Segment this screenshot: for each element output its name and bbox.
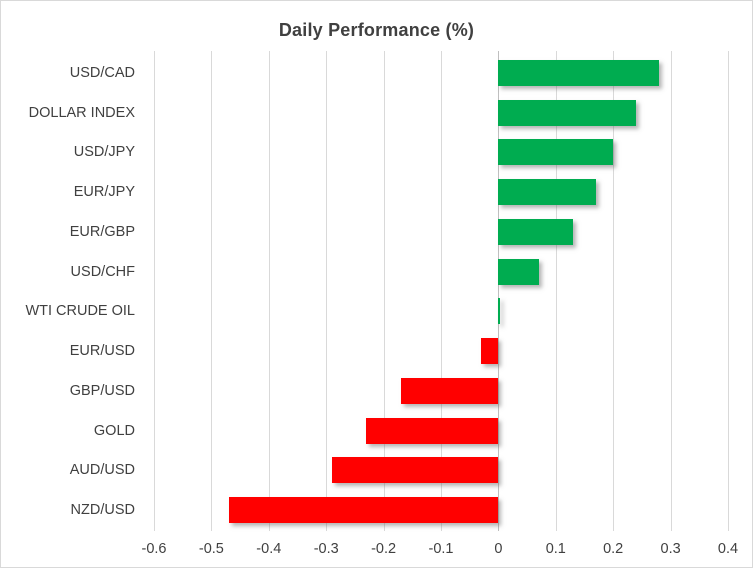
bar-aud-usd — [331, 457, 499, 484]
value-axis: -0.6 -0.5 -0.4 -0.3 -0.2 -0.1 0 0.1 0.2 0.3 0.4 — [1, 541, 752, 561]
gridline — [670, 51, 672, 531]
bar-row — [154, 331, 728, 371]
category-label: NZD/USD — [70, 502, 135, 519]
x-tick-label: -0.5 — [198, 541, 224, 557]
gridline — [728, 51, 729, 531]
bar-row — [154, 411, 728, 451]
category-label: AUD/USD — [69, 462, 135, 479]
gridline — [383, 51, 385, 531]
x-tick-label: 0.4 — [717, 541, 739, 557]
category-label: DOLLAR INDEX — [28, 104, 135, 121]
x-tick-label: 0 — [494, 541, 503, 557]
bar-nzd-usd — [228, 497, 499, 524]
gridline — [441, 51, 442, 531]
category-label: GOLD — [93, 422, 135, 439]
x-tick-label: -0.4 — [256, 541, 282, 557]
gridline — [268, 51, 270, 531]
bar-row — [154, 53, 728, 93]
bar-usd-jpy — [498, 139, 614, 166]
x-tick-label: -0.3 — [313, 541, 339, 557]
bar-eur-usd — [481, 338, 499, 365]
bar-gbp-usd — [400, 377, 499, 404]
bar-row — [154, 490, 728, 530]
category-label: WTI CRUDE OIL — [25, 303, 135, 320]
gridline — [326, 51, 328, 531]
x-tick-label: 0.1 — [545, 541, 566, 557]
bar-row — [154, 371, 728, 411]
gridline — [555, 51, 557, 531]
category-label: USD/JPY — [73, 144, 135, 161]
x-tick-label: 0.3 — [660, 541, 681, 557]
bar-gold — [366, 417, 499, 444]
category-axis: USD/CAD DOLLAR INDEX USD/JPY EUR/JPY EUR/GBP… — [1, 53, 135, 530]
category-label: EUR/USD — [69, 343, 135, 360]
category-label: EUR/JPY — [73, 184, 135, 201]
category-label: EUR/GBP — [69, 223, 135, 240]
bar-dollar-index — [498, 99, 637, 126]
plot-area — [154, 51, 729, 531]
gridline — [613, 51, 615, 531]
bar-row — [154, 172, 728, 212]
bar-usd-cad — [498, 59, 660, 86]
chart-title: Daily Performance (%) — [278, 20, 475, 40]
x-tick-label: -0.6 — [141, 541, 167, 557]
zero-axis-line — [498, 51, 500, 531]
bar-eur-gbp — [498, 218, 573, 245]
bar-row — [154, 252, 728, 292]
bar-row — [154, 451, 728, 491]
bar-row — [154, 292, 728, 332]
bar-wti-crude-oil — [498, 298, 500, 325]
bar-row — [154, 133, 728, 173]
category-label: USD/CHF — [70, 263, 135, 280]
category-label: USD/CAD — [69, 64, 135, 81]
x-tick-label: -0.2 — [371, 541, 397, 557]
x-tick-label: 0.2 — [603, 541, 624, 557]
bar-row — [154, 93, 728, 133]
bar-rows — [154, 53, 728, 530]
x-tick-label: -0.1 — [428, 541, 454, 557]
category-label: GBP/USD — [69, 382, 135, 399]
bar-row — [154, 212, 728, 252]
bar-eur-jpy — [498, 179, 596, 206]
bar-usd-chf — [498, 258, 539, 285]
gridline — [154, 51, 155, 531]
gridline — [211, 51, 213, 531]
